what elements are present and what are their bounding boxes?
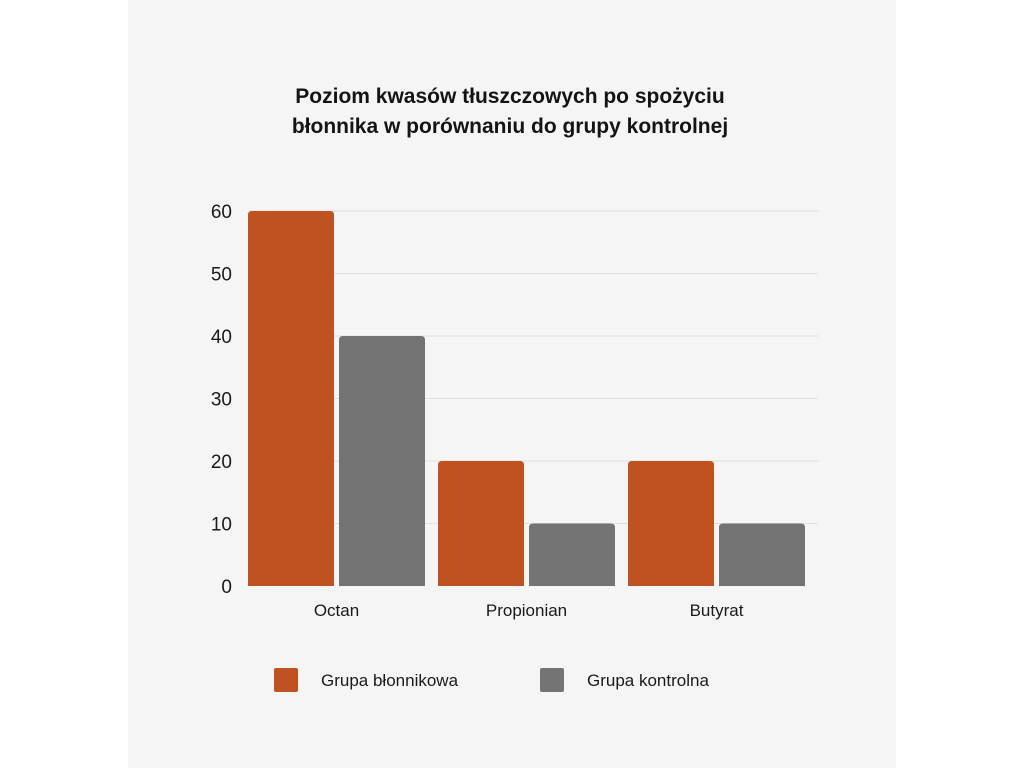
legend-label: Grupa kontrolna [587, 671, 709, 690]
bar-propionian-series-0 [438, 461, 524, 586]
legend-label: Grupa błonnikowa [321, 671, 459, 690]
y-tick-label: 60 [211, 202, 232, 223]
x-category-label: Propionian [486, 601, 567, 620]
y-tick-label: 0 [221, 577, 232, 598]
legend: Grupa błonnikowa Grupa kontrolna [274, 668, 709, 692]
bars [248, 211, 805, 586]
y-tick-label: 40 [211, 327, 232, 348]
y-tick-label: 20 [211, 452, 232, 473]
y-axis-ticks: 0 10 20 30 40 50 60 [211, 202, 232, 598]
y-tick-label: 10 [211, 515, 232, 536]
bar-chart: Poziom kwasów tłuszczowych po spożyciu b… [211, 85, 818, 692]
y-tick-label: 50 [211, 265, 232, 286]
bar-octan-series-1 [339, 336, 425, 586]
bar-octan-series-0 [248, 211, 334, 586]
chart-card: Poziom kwasów tłuszczowych po spożyciu b… [128, 0, 896, 768]
chart-title-line-1: Poziom kwasów tłuszczowych po spożyciu [295, 85, 724, 108]
chart-title: Poziom kwasów tłuszczowych po spożyciu b… [292, 85, 728, 138]
bar-butyrat-series-1 [719, 523, 805, 586]
legend-swatch [274, 668, 298, 692]
x-axis-categories: Octan Propionian Butyrat [314, 601, 744, 620]
y-tick-label: 30 [211, 390, 232, 411]
legend-swatch [540, 668, 564, 692]
bar-butyrat-series-0 [628, 461, 714, 586]
chart-title-line-2: błonnika w porównaniu do grupy kontrolne… [292, 115, 728, 138]
bar-propionian-series-1 [529, 523, 615, 586]
x-category-label: Octan [314, 601, 359, 620]
x-category-label: Butyrat [690, 601, 744, 620]
